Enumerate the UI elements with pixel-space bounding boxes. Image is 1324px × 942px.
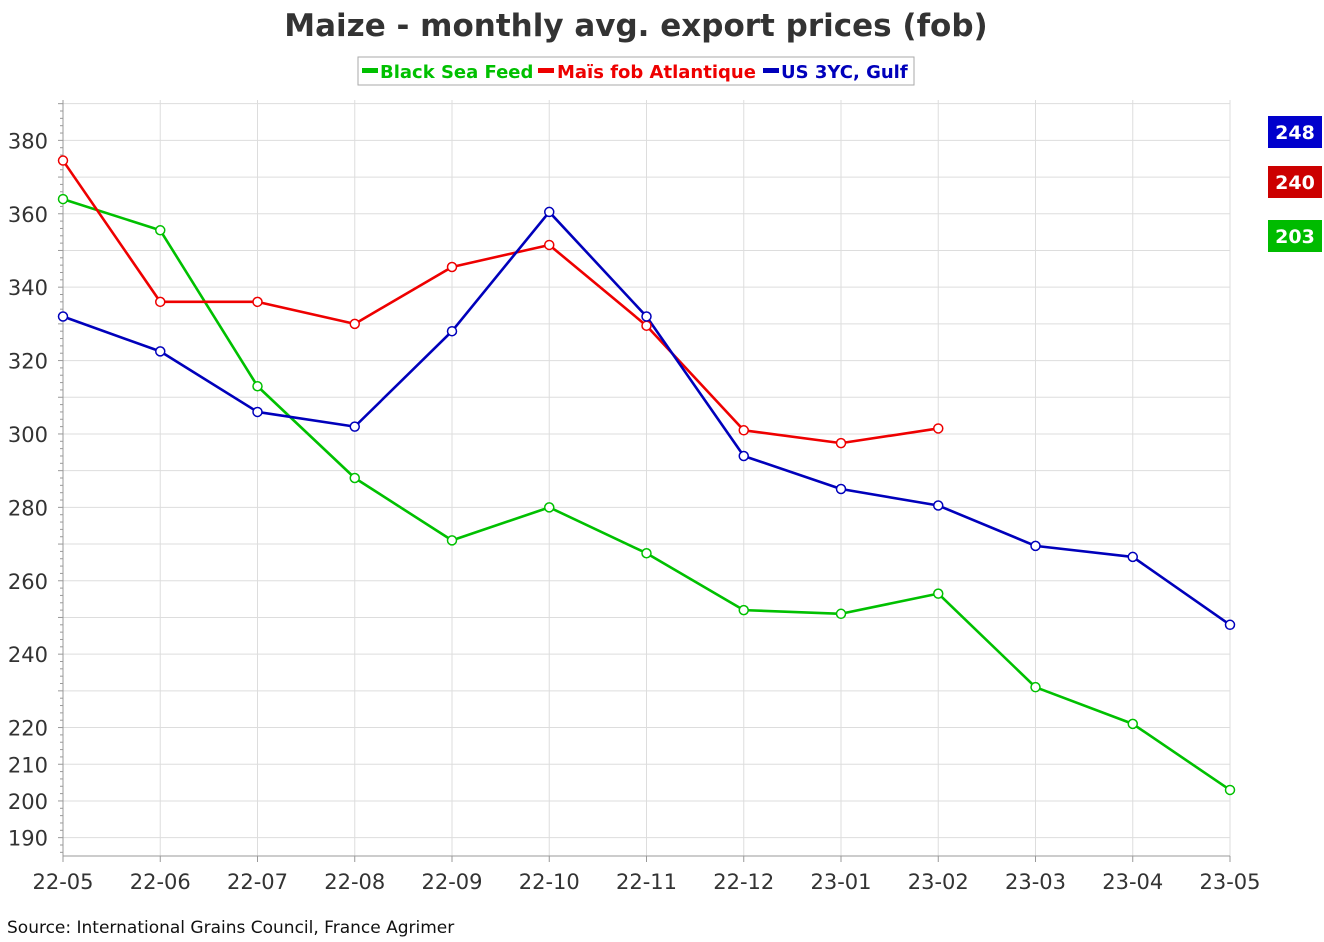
data-point-us-3yc-gulf (1127, 551, 1138, 563)
last-value-badges: 248 240 203 (1268, 116, 1322, 252)
data-point-black-sea-feed (57, 193, 69, 205)
data-point-black-sea-feed (1030, 681, 1041, 693)
grid (62, 100, 1231, 856)
y-tick-label: 280 (8, 496, 48, 520)
y-tick-label: 190 (8, 827, 48, 851)
x-tick-label: 22-12 (713, 870, 774, 894)
legend-box (357, 56, 915, 86)
x-tick-label: 23-04 (1102, 870, 1163, 894)
data-point-black-sea-feed (1127, 718, 1138, 730)
data-point-us-3yc-gulf (933, 500, 944, 511)
legend-swatch-black-sea-feed (362, 68, 378, 73)
y-tick-label: 300 (8, 423, 48, 447)
data-point-black-sea-feed (933, 588, 944, 599)
y-axis-ticks: 190 200 210 220 240 260 280 300 320 340 360 380 (8, 129, 48, 850)
y-tick-label: 210 (8, 753, 48, 777)
data-point-mais-fob-atlantique (933, 423, 944, 434)
legend-label-us-3yc-gulf[interactable]: US 3YC, Gulf (781, 62, 908, 83)
y-tick-label: 200 (8, 790, 48, 814)
x-tick-label: 23-01 (810, 870, 871, 894)
data-point-black-sea-feed (544, 502, 555, 513)
legend-swatch-mais-fob-atlantique (538, 68, 554, 73)
data-point-us-3yc-gulf (544, 206, 555, 218)
data-point-us-3yc-gulf (57, 311, 69, 322)
y-tick-label: 240 (8, 643, 48, 667)
badge-label-us-3yc-gulf: 248 (1275, 122, 1315, 144)
y-tick-label: 340 (8, 276, 48, 300)
data-point-us-3yc-gulf (835, 483, 847, 495)
data-point-mais-fob-atlantique (835, 437, 847, 449)
data-point-mais-fob-atlantique (57, 155, 69, 166)
data-point-us-3yc-gulf (349, 421, 360, 432)
data-point-us-3yc-gulf (641, 311, 652, 322)
badge-label-mais-fob-atlantique: 240 (1275, 172, 1315, 194)
data-point-black-sea-feed (738, 604, 749, 616)
data-point-us-3yc-gulf (1030, 540, 1041, 552)
y-tick-label: 380 (8, 129, 48, 153)
data-point-mais-fob-atlantique (544, 239, 555, 251)
badge-label-black-sea-feed: 203 (1275, 226, 1315, 248)
badge-mais-fob-atlantique (1268, 166, 1322, 198)
legend-label-mais-fob-atlantique[interactable]: Maïs fob Atlantique (557, 62, 756, 83)
data-point-black-sea-feed (1224, 784, 1236, 796)
x-tick-label: 22-10 (519, 870, 580, 894)
series-line-mais-fob-atlantique (61, 159, 939, 445)
data-point-black-sea-feed (835, 608, 847, 620)
data-point-black-sea-feed (252, 381, 263, 392)
x-tick-label: 22-11 (616, 870, 677, 894)
data-point-black-sea-feed (641, 547, 652, 559)
y-tick-label: 220 (8, 717, 48, 741)
x-tick-label: 23-03 (1005, 870, 1066, 894)
x-tick-label: 22-08 (324, 870, 385, 894)
data-point-black-sea-feed (155, 225, 166, 236)
badge-us-3yc-gulf (1268, 116, 1322, 148)
data-point-mais-fob-atlantique (738, 425, 749, 436)
data-point-us-3yc-gulf (1224, 619, 1236, 631)
data-point-mais-fob-atlantique (252, 296, 263, 308)
data-point-us-3yc-gulf (155, 346, 166, 357)
data-point-us-3yc-gulf (738, 450, 749, 462)
chart-title: Maize - monthly avg. export prices (fob) (284, 8, 987, 44)
data-point-mais-fob-atlantique (155, 296, 166, 308)
data-point-us-3yc-gulf (252, 406, 263, 418)
x-tick-label: 23-05 (1199, 870, 1260, 894)
x-tick-label: 22-09 (421, 870, 482, 894)
data-point-mais-fob-atlantique (446, 261, 458, 273)
data-point-mais-fob-atlantique (641, 320, 652, 331)
x-tick-label: 22-05 (32, 870, 93, 894)
series-points (57, 155, 1236, 796)
source-note: Source: International Grains Council, Fr… (7, 918, 454, 938)
legend-label-black-sea-feed[interactable]: Black Sea Feed (380, 62, 533, 83)
legend: Black Sea Feed Maïs fob Atlantique US 3Y… (357, 56, 915, 86)
data-point-black-sea-feed (446, 535, 458, 546)
y-tick-label: 360 (8, 203, 48, 227)
data-point-mais-fob-atlantique (349, 318, 360, 330)
badge-black-sea-feed (1268, 220, 1322, 252)
data-point-us-3yc-gulf (446, 325, 458, 337)
y-tick-label: 320 (8, 350, 48, 374)
x-tick-label: 22-06 (130, 870, 191, 894)
x-tick-label: 22-07 (227, 870, 288, 894)
x-tick-label: 23-02 (908, 870, 969, 894)
data-point-black-sea-feed (349, 472, 360, 484)
y-tick-label: 260 (8, 570, 48, 594)
legend-swatch-us-3yc-gulf (763, 68, 779, 73)
x-axis-ticks: 22-05 22-06 22-07 22-08 22-09 22-10 22-11 22-12… (32, 856, 1261, 894)
